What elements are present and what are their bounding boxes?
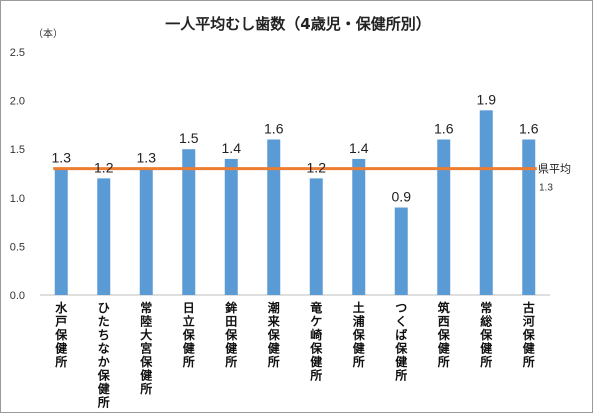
y-tick-label: 0.5 [10, 241, 25, 253]
data-label: 1.2 [307, 159, 327, 175]
data-labels-group: 1.3 1.2 1.3 1.5 1.4 1.6 1.2 1.4 0.9 1.6 1.9 1.6 [52, 91, 539, 204]
category-label: 潮来保健所 [267, 300, 281, 369]
bar [54, 168, 68, 295]
bar [479, 110, 493, 295]
y-tick-label: 1.5 [10, 144, 25, 156]
reference-line-group: 県平均 1.3 [53, 163, 571, 194]
data-label: 1.2 [94, 159, 114, 175]
y-tick-label: 1.0 [10, 193, 25, 205]
category-label: 土浦保健所 [352, 300, 366, 369]
category-label: 筑西保健所 [437, 300, 451, 369]
data-label: 1.4 [349, 140, 369, 156]
y-unit-label: （本） [33, 27, 63, 40]
bars-group [54, 110, 536, 295]
category-label: つくば保健所 [394, 301, 408, 383]
data-label: 1.3 [52, 150, 72, 166]
data-label: 0.9 [392, 189, 412, 205]
prefecture-average-value: 1.3 [539, 183, 553, 194]
bar [182, 149, 196, 295]
y-axis-ticks: 0.0 0.5 1.0 1.5 2.0 2.5 [10, 47, 25, 302]
data-label: 1.5 [179, 130, 199, 146]
bar [394, 207, 408, 295]
prefecture-average-label: 県平均 [538, 163, 571, 176]
data-label: 1.6 [519, 120, 539, 136]
data-label: 1.9 [477, 91, 497, 107]
data-label: 1.4 [222, 140, 242, 156]
bar [139, 168, 153, 295]
bar [522, 139, 536, 295]
category-label: 日立保健所 [182, 301, 196, 369]
bar [97, 178, 111, 295]
y-tick-label: 0.0 [10, 290, 25, 302]
bar [309, 178, 323, 295]
category-label: 鉾田保健所 [224, 300, 238, 369]
y-tick-label: 2.0 [10, 96, 25, 108]
data-label: 1.6 [434, 120, 454, 136]
category-label: 古河保健所 [522, 300, 536, 369]
category-label: 水戸保健所 [54, 300, 68, 369]
data-label: 1.3 [137, 150, 157, 166]
bar [224, 158, 238, 295]
category-label: 常総保健所 [479, 300, 493, 369]
category-labels-group: 水戸保健所 ひたちなか保健所 常陸大宮保健所 日立保健所 鉾田保健所 潮来保健所 竜ケ崎保健… [54, 300, 536, 410]
bar [352, 158, 366, 295]
chart-title: 一人平均むし歯数（4歳児・保健所別） [165, 15, 430, 33]
y-tick-label: 2.5 [10, 47, 25, 59]
category-label: 常陸大宮保健所 [139, 300, 153, 396]
bar [437, 139, 451, 295]
category-label: 竜ケ崎保健所 [309, 300, 323, 383]
data-label: 1.6 [264, 120, 284, 136]
category-label: ひたちなか保健所 [97, 301, 111, 410]
bar [267, 139, 281, 295]
